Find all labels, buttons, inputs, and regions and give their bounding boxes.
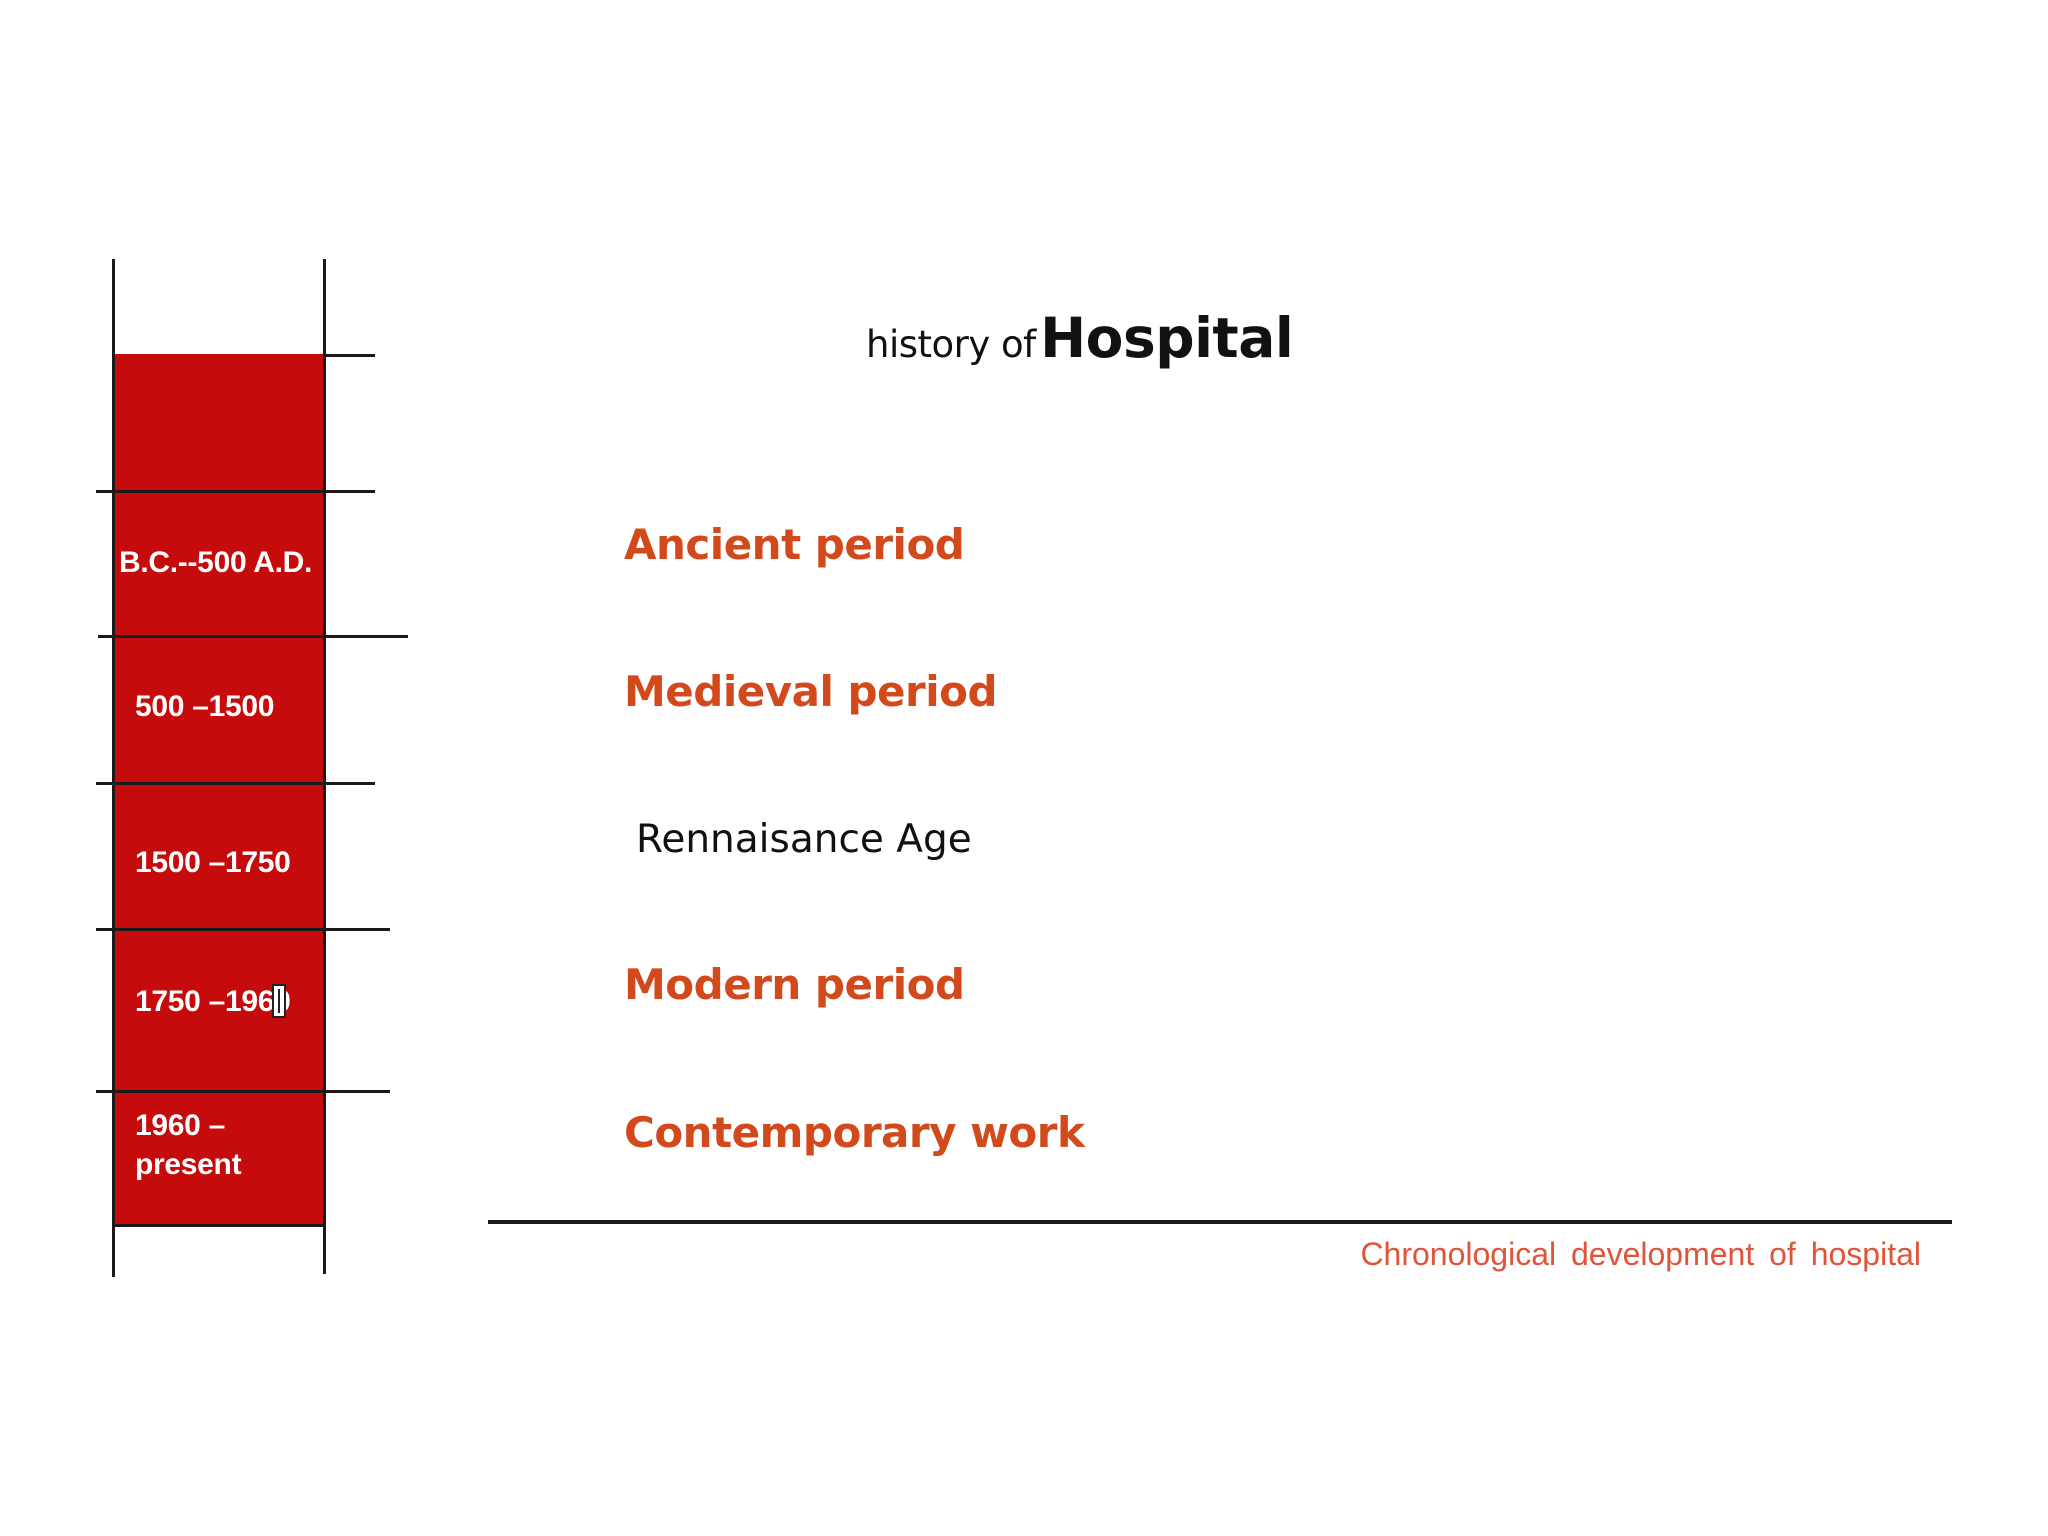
- title-prefix: history of: [866, 323, 1036, 366]
- timeline-divider: [98, 635, 408, 638]
- timeline-divider: [96, 1090, 390, 1093]
- timeline-divider: [96, 928, 390, 931]
- period-label: Ancient period: [624, 520, 965, 569]
- era-label: 1960 – present: [135, 1109, 242, 1181]
- timeline-left-rail: [112, 259, 115, 1277]
- text-cursor-icon: [272, 984, 286, 1018]
- era-label: 1750 –1960: [135, 985, 291, 1018]
- period-label: Rennaisance Age: [636, 817, 972, 862]
- era-label: 500 –1500: [135, 690, 275, 723]
- footer-rule: [488, 1220, 1952, 1224]
- timeline-divider: [96, 782, 375, 785]
- period-label: Modern period: [624, 960, 965, 1009]
- caption: Chronological development of hospital: [1360, 1236, 1921, 1272]
- era-label: 1500 –1750: [135, 846, 291, 879]
- era-label: B.C.--500 A.D.: [119, 546, 313, 579]
- timeline-divider: [96, 490, 375, 493]
- page-title: history of Hospital: [866, 306, 1294, 370]
- title-main: Hospital: [1040, 306, 1294, 370]
- period-label: Contemporary work: [624, 1108, 1085, 1157]
- timeline-divider: [114, 1224, 325, 1227]
- period-label: Medieval period: [624, 667, 998, 716]
- timeline-divider: [325, 354, 375, 357]
- timeline-right-rail: [323, 259, 326, 1274]
- timeline-fill: [114, 354, 325, 1226]
